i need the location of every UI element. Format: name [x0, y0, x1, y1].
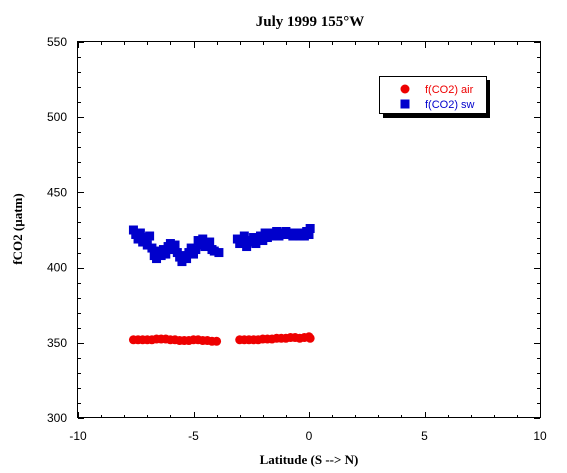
data-point-sw: [158, 245, 168, 255]
legend-label-sw: f(CO2) sw: [425, 99, 475, 111]
data-point-sw: [304, 230, 314, 240]
data-point-sw: [242, 242, 252, 252]
y-tick-label: 450: [47, 185, 67, 199]
x-tick-label: 10: [533, 429, 547, 443]
data-point-sw: [135, 228, 145, 238]
data-point-sw: [170, 240, 180, 250]
data-point-sw: [251, 239, 261, 249]
data-point-sw: [147, 243, 157, 253]
chart-title: July 1999 155°W: [256, 14, 365, 30]
data-point-sw: [168, 245, 178, 255]
data-point-sw: [131, 230, 141, 240]
data-point-sw: [246, 237, 256, 247]
data-point-sw: [156, 251, 166, 261]
axis-ticks: [78, 42, 541, 419]
data-point-sw: [205, 237, 215, 247]
data-point-air: [212, 336, 222, 346]
legend-marker-air: [400, 84, 410, 94]
data-point-sw: [249, 233, 259, 243]
x-tick-label: 0: [306, 429, 313, 443]
data-point-sw: [152, 254, 162, 264]
data-point-sw: [209, 246, 219, 256]
data-point-sw: [195, 240, 205, 250]
x-axis-label: Latitude (S --> N): [260, 452, 359, 467]
data-point-sw: [154, 246, 164, 256]
legend-label-air: f(CO2) air: [425, 84, 474, 96]
data-point-sw: [142, 240, 152, 250]
data-series: [128, 223, 315, 346]
data-point-sw: [305, 223, 315, 233]
x-tick-label: -5: [188, 429, 199, 443]
x-tick-labels: -10 -5 0 5 10: [69, 429, 547, 443]
data-point-sw: [198, 234, 208, 244]
data-point-sw: [299, 231, 309, 241]
data-point-sw: [260, 228, 270, 238]
data-point-sw: [237, 236, 247, 246]
data-point-sw: [239, 231, 249, 241]
data-point-sw: [165, 239, 175, 249]
data-point-sw: [214, 248, 224, 258]
y-tick-label: 550: [47, 35, 67, 49]
data-point-sw: [133, 234, 143, 244]
y-tick-label: 300: [47, 411, 67, 425]
data-point-sw: [262, 233, 272, 243]
data-point-sw: [184, 248, 194, 258]
x-tick-label: -10: [69, 429, 87, 443]
data-point-sw: [182, 254, 192, 264]
data-point-air: [305, 333, 315, 343]
data-point-sw: [128, 225, 138, 235]
data-point-sw: [232, 234, 242, 244]
data-point-sw: [255, 231, 265, 241]
data-point-sw: [186, 243, 196, 253]
data-point-sw: [175, 252, 185, 262]
data-point-sw: [145, 231, 155, 241]
data-point-sw: [191, 245, 201, 255]
data-point-sw: [140, 233, 150, 243]
data-point-sw: [177, 257, 187, 267]
y-tick-label: 350: [47, 336, 67, 350]
data-point-sw: [172, 248, 182, 258]
y-tick-labels: 300 350 400 450 500 550: [47, 35, 67, 425]
data-point-sw: [138, 237, 148, 247]
legend: f(CO2) air f(CO2) sw: [379, 76, 490, 118]
data-point-sw: [193, 236, 203, 246]
data-point-sw: [258, 236, 268, 246]
data-point-sw: [161, 249, 171, 259]
y-tick-label: 500: [47, 110, 67, 124]
data-point-sw: [272, 227, 282, 237]
legend-box: [379, 76, 487, 114]
data-point-sw: [189, 249, 198, 259]
y-tick-label: 400: [47, 261, 67, 275]
y-axis-label: fCO2 (µatm): [10, 193, 25, 264]
legend-marker-sw: [400, 99, 410, 109]
x-tick-label: 5: [421, 429, 428, 443]
